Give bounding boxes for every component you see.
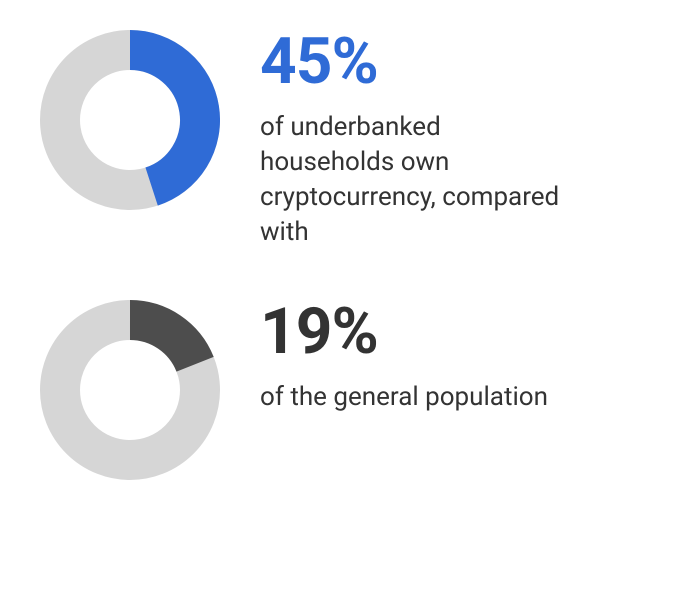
percent-value-1: 45% <box>260 30 650 94</box>
donut-chart-1 <box>40 30 220 210</box>
stat-text-2: 19% of the general population <box>260 300 650 415</box>
stat-text-1: 45% of underbanked households own crypto… <box>260 30 650 250</box>
stat-block-2: 19% of the general population <box>40 300 650 480</box>
percent-value-2: 19% <box>260 300 650 364</box>
donut-chart-2 <box>40 300 220 480</box>
stat-block-1: 45% of underbanked households own crypto… <box>40 30 650 250</box>
percent-description-2: of the general population <box>260 380 580 415</box>
percent-description-1: of underbanked households own cryptocurr… <box>260 110 580 250</box>
